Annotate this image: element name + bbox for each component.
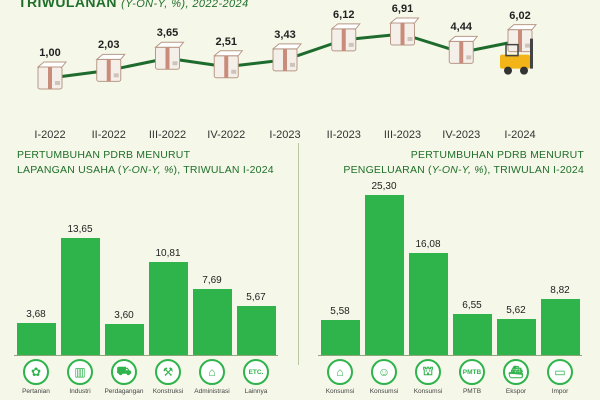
trend-point <box>154 41 185 70</box>
right-title-line1: PERTUMBUHAN PDRB MENURUT <box>410 149 584 161</box>
category-label: Lainnya <box>244 388 268 395</box>
bar-value-label: 5,58 <box>330 305 350 317</box>
category-label: PMTB <box>462 388 482 395</box>
etc-icon: ETC. <box>243 359 269 385</box>
leaf-icon: ✿ <box>23 359 49 385</box>
trend-point <box>389 17 420 46</box>
household-icon: ⌂ <box>327 359 353 385</box>
container-icon: ▭ <box>547 359 573 385</box>
person-icon: ☺ <box>371 359 397 385</box>
left-title-line2: LAPANGAN USAHA (Y-ON-Y, %), TRIWULAN I-2… <box>17 163 274 178</box>
left-title-post: ), TRIWULAN I-2024 <box>173 164 274 176</box>
category-label: Industri <box>69 388 91 395</box>
ship-icon: ⛴ <box>503 359 529 385</box>
bar <box>236 306 276 355</box>
bar <box>452 313 492 355</box>
quarter-tick-label: I-2024 <box>504 129 536 141</box>
factory-icon: ▥ <box>67 359 93 385</box>
left-title-line1: PERTUMBUHAN PDRB MENURUT <box>17 149 191 161</box>
bar <box>60 238 100 355</box>
right-title-post: ), TRIWULAN I-2024 <box>483 164 584 176</box>
page-title: TRIWULANAN (Y-ON-Y, %), 2022-2024 <box>18 0 249 10</box>
quarter-tick-label: I-2022 <box>34 129 66 141</box>
category-label: Ekspor <box>505 388 527 395</box>
quarter-tick-label: IV-2023 <box>442 129 481 141</box>
trend-value-label: 6,91 <box>391 3 414 15</box>
bar-value-label: 3,68 <box>26 309 46 321</box>
trend-point <box>447 35 479 64</box>
government-icon: ⛫ <box>415 359 441 385</box>
bar <box>408 253 448 355</box>
building-icon: ⌂ <box>199 359 225 385</box>
left-title-pre: LAPANGAN USAHA ( <box>17 164 122 176</box>
bar-baseline <box>14 355 278 356</box>
bar <box>540 299 580 355</box>
trend-point <box>36 61 68 90</box>
right-chart-title: PERTUMBUHAN PDRB MENURUT PENGELUARAN (Y-… <box>343 148 584 178</box>
bar <box>104 324 144 355</box>
bar-value-label: 5,62 <box>506 305 526 317</box>
bar <box>320 319 360 355</box>
category-label: Konsumsi <box>369 388 399 395</box>
trend-value-label: 2,51 <box>215 35 237 48</box>
bar-value-label: 7,69 <box>202 275 222 287</box>
quarter-tick-label: II-2022 <box>91 129 126 141</box>
bar-value-label: 8,82 <box>550 285 570 297</box>
trend-value-label: 1,00 <box>39 47 61 59</box>
category-label: Administrasi <box>194 388 230 395</box>
category-label: Impor <box>551 388 569 395</box>
cart-icon: ⛟ <box>111 359 137 385</box>
section-divider <box>298 143 299 365</box>
left-chart-title: PERTUMBUHAN PDRB MENURUT LAPANGAN USAHA … <box>17 148 274 178</box>
trend-line-chart <box>36 17 538 90</box>
trend-value-label: 2,03 <box>98 39 120 52</box>
right-title-line2: PENGELUARAN (Y-ON-Y, %), TRIWULAN I-2024 <box>343 163 584 178</box>
bar <box>192 289 232 355</box>
bar-value-label: 5,67 <box>246 292 266 304</box>
quarter-tick-label: IV-2022 <box>207 129 246 141</box>
trend-value-label: 3,43 <box>274 28 296 41</box>
bar-value-label: 3,60 <box>114 310 134 322</box>
bar-value-label: 13,65 <box>67 224 93 235</box>
trend-value-label: 6,12 <box>333 8 355 21</box>
trend-value-label: 3,65 <box>156 27 179 40</box>
bar-value-label: 10,81 <box>155 248 181 260</box>
bar-value-label: 6,55 <box>462 299 482 311</box>
right-title-pre: PENGELUARAN ( <box>343 164 432 176</box>
bar <box>16 323 56 355</box>
trend-point <box>330 23 361 52</box>
quarter-tick-label: II-2023 <box>326 129 361 141</box>
category-label: Konsumsi <box>413 388 443 395</box>
left-title-em: Y-ON-Y, % <box>121 164 174 176</box>
trend-point <box>95 53 126 82</box>
quarter-tick-label: I-2023 <box>269 129 301 141</box>
bar-value-label: 16,08 <box>415 239 441 251</box>
quarter-tick-label: III-2023 <box>383 129 422 141</box>
title-sub: (Y-ON-Y, %), 2022-2024 <box>121 0 249 10</box>
trend-point <box>212 50 244 79</box>
pmtb-icon: PMTB <box>459 359 485 385</box>
category-label: Konstruksi <box>152 388 184 395</box>
quarter-tick-label: III-2022 <box>148 129 187 141</box>
bar <box>496 319 536 355</box>
trend-value-label: 6,02 <box>509 9 531 22</box>
category-label: Perdagangan <box>104 388 144 395</box>
bar <box>148 262 188 355</box>
bar-baseline <box>318 355 582 356</box>
bar-value-label: 25,30 <box>371 181 397 192</box>
trend-value-label: 4,44 <box>450 21 472 34</box>
category-label: Konsumsi <box>325 388 355 395</box>
right-title-em: Y-ON-Y, % <box>431 164 484 176</box>
trend-point <box>506 24 538 53</box>
trend-point <box>271 43 303 72</box>
category-label: Pertanian <box>22 388 50 395</box>
crane-icon: ⚒ <box>155 359 181 385</box>
forklift-icon <box>500 38 533 75</box>
title-main: TRIWULANAN <box>18 0 117 10</box>
bar <box>364 195 404 355</box>
